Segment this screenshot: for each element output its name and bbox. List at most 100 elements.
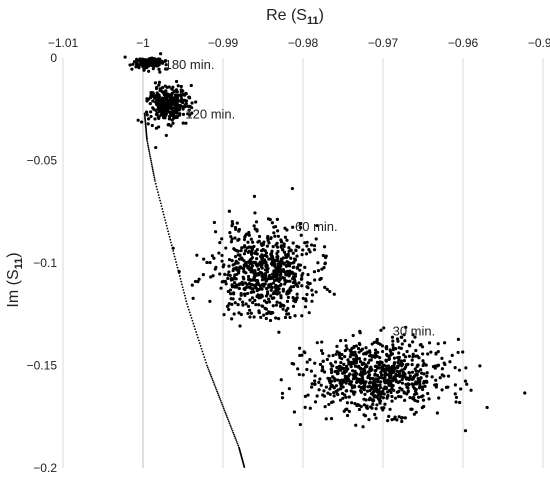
data-point [409, 407, 413, 411]
curve-point [171, 247, 174, 249]
curve-point [222, 407, 225, 410]
data-point [335, 372, 339, 376]
data-point [407, 383, 411, 387]
data-point [237, 286, 241, 291]
data-point [337, 364, 342, 368]
data-point [363, 392, 367, 396]
data-point [295, 254, 299, 258]
curve-point [210, 375, 213, 378]
curve-point [193, 325, 196, 328]
data-point [425, 374, 429, 378]
data-point [350, 401, 354, 405]
data-point [457, 368, 462, 372]
data-point [179, 84, 183, 89]
data-point [397, 355, 401, 359]
data-point [153, 63, 157, 68]
data-point [275, 217, 280, 221]
data-point [279, 240, 284, 244]
data-point [173, 93, 178, 97]
data-point [144, 110, 149, 114]
data-point [157, 80, 162, 84]
data-point [362, 403, 366, 407]
data-point [407, 376, 412, 380]
data-point [392, 388, 396, 392]
data-point [319, 383, 323, 387]
data-point [422, 372, 426, 376]
curve-point [209, 373, 212, 376]
data-point [329, 367, 333, 371]
data-point [269, 236, 273, 241]
data-point [289, 261, 293, 265]
curve-point [187, 308, 190, 311]
data-points [123, 52, 527, 468]
data-point [399, 359, 404, 363]
data-point [341, 371, 345, 375]
data-point [255, 229, 259, 233]
curve-point [166, 227, 169, 230]
curve-point [219, 398, 221, 400]
data-point [172, 109, 176, 113]
data-point [184, 92, 188, 96]
data-point [222, 263, 226, 267]
x-tick-label: −1 [136, 36, 150, 50]
curve-point [191, 319, 194, 322]
data-point [230, 302, 234, 306]
data-point [177, 113, 182, 117]
curve-point [216, 390, 219, 393]
data-point [357, 407, 362, 412]
curve-point [225, 414, 228, 417]
data-point [271, 310, 275, 315]
data-point [357, 341, 362, 346]
data-point [344, 364, 349, 368]
data-point [378, 360, 383, 364]
data-point [236, 271, 241, 275]
data-point [270, 263, 275, 267]
data-point [256, 279, 260, 283]
data-point [307, 311, 311, 315]
data-point [300, 314, 304, 318]
data-point [334, 352, 338, 356]
data-point [382, 363, 386, 367]
data-point [229, 234, 233, 239]
data-point [264, 286, 269, 291]
curve-point [161, 208, 164, 210]
data-point [280, 257, 284, 262]
data-point [260, 283, 264, 287]
data-point [368, 354, 372, 358]
data-point [267, 257, 271, 261]
data-point [180, 97, 184, 101]
data-point [190, 101, 194, 105]
data-point [291, 304, 296, 308]
data-point [342, 362, 346, 366]
data-point [263, 268, 268, 272]
curve-point [214, 386, 217, 389]
data-point [417, 379, 421, 383]
curve-point [233, 433, 235, 436]
data-point [165, 67, 169, 71]
data-point [292, 265, 296, 269]
data-point [149, 110, 153, 114]
data-point [237, 237, 241, 241]
data-point [397, 351, 401, 355]
data-point [365, 389, 370, 393]
curve-point [147, 144, 149, 147]
data-point [160, 112, 164, 116]
curve-point [172, 249, 175, 252]
curve-point [153, 176, 156, 179]
data-point [174, 79, 179, 84]
curve-point [165, 222, 167, 224]
curve-point [218, 396, 221, 399]
data-point [154, 145, 158, 150]
data-point [281, 248, 285, 252]
data-point [389, 352, 393, 357]
data-point [373, 369, 377, 373]
data-point [415, 372, 419, 377]
data-point [273, 274, 277, 278]
data-point [406, 386, 410, 390]
data-point [389, 374, 393, 378]
data-point [363, 357, 367, 361]
data-point [149, 63, 153, 67]
data-point [375, 339, 379, 343]
curve-point [157, 191, 159, 194]
data-point [440, 356, 444, 360]
